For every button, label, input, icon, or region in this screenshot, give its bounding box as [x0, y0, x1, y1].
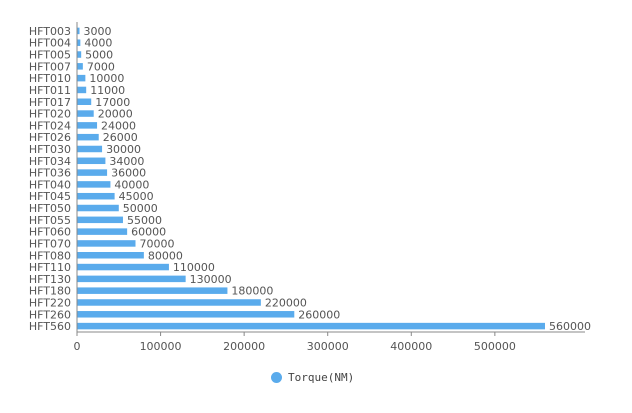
value-label-hft050: 50000 [123, 202, 158, 215]
legend-series-label: Torque(NM) [288, 371, 355, 384]
category-label-hft560: HFT560 [29, 320, 71, 333]
x-tick-label: 0 [74, 340, 81, 353]
category-label-hft040: HFT040 [29, 178, 71, 191]
value-label-hft034: 34000 [109, 155, 144, 168]
category-label-hft220: HFT220 [29, 296, 71, 309]
bar-hft034[interactable] [77, 157, 106, 165]
x-tick-label: 400000 [390, 340, 432, 353]
category-label-hft011: HFT011 [29, 84, 71, 97]
category-label-hft050: HFT050 [29, 202, 71, 215]
category-label-hft024: HFT024 [29, 119, 71, 132]
value-label-hft045: 45000 [119, 190, 154, 203]
value-label-hft011: 11000 [90, 84, 125, 97]
category-label-hft045: HFT045 [29, 190, 71, 203]
bar-hft130[interactable] [77, 275, 186, 283]
bar-hft045[interactable] [77, 192, 115, 200]
category-label-hft003: HFT003 [29, 25, 71, 38]
bar-hft220[interactable] [77, 299, 261, 306]
value-label-hft017: 17000 [95, 96, 130, 109]
bar-hft011[interactable] [77, 86, 87, 94]
value-label-hft024: 24000 [101, 119, 136, 132]
category-label-hft005: HFT005 [29, 49, 71, 62]
x-tick-label: 100000 [140, 340, 182, 353]
bar-hft010[interactable] [77, 74, 86, 82]
value-labels: 3000400050007000100001100017000200002400… [84, 25, 591, 333]
value-label-hft180: 180000 [231, 285, 273, 298]
category-label-hft004: HFT004 [29, 37, 71, 50]
bar-hft050[interactable] [77, 204, 119, 212]
category-label-hft007: HFT007 [29, 60, 71, 73]
legend-series-swatch [271, 372, 282, 383]
category-label-hft260: HFT260 [29, 308, 71, 321]
bar-hft004[interactable] [77, 39, 81, 46]
bar-hft080[interactable] [77, 252, 144, 259]
category-labels: HFT003HFT004HFT005HFT007HFT010HFT011HFT0… [29, 25, 71, 333]
value-label-hft036: 36000 [111, 167, 146, 180]
bar-hft024[interactable] [77, 122, 98, 129]
x-tick-label: 200000 [223, 340, 265, 353]
category-label-hft070: HFT070 [29, 237, 71, 250]
category-label-hft036: HFT036 [29, 167, 71, 180]
value-label-hft007: 7000 [87, 60, 115, 73]
bar-hft070[interactable] [77, 240, 136, 247]
value-label-hft110: 110000 [173, 261, 215, 274]
category-label-hft110: HFT110 [29, 261, 71, 274]
value-label-hft055: 55000 [127, 214, 162, 227]
bar-hft055[interactable] [77, 216, 123, 224]
category-label-hft080: HFT080 [29, 249, 71, 262]
category-label-hft010: HFT010 [29, 72, 71, 85]
category-label-hft020: HFT020 [29, 108, 71, 121]
bar-hft026[interactable] [77, 133, 99, 141]
value-label-hft026: 26000 [103, 131, 138, 144]
bars-group [77, 27, 545, 330]
value-label-hft080: 80000 [148, 249, 183, 262]
bar-hft110[interactable] [77, 263, 169, 271]
value-label-hft130: 130000 [190, 273, 232, 286]
bar-hft017[interactable] [77, 98, 92, 106]
value-label-hft010: 10000 [89, 72, 124, 85]
value-label-hft040: 40000 [114, 178, 149, 191]
category-label-hft180: HFT180 [29, 285, 71, 298]
bar-hft005[interactable] [77, 51, 82, 58]
bar-hft020[interactable] [77, 110, 94, 117]
value-label-hft260: 260000 [298, 308, 340, 321]
value-label-hft005: 5000 [85, 49, 113, 62]
bar-hft560[interactable] [77, 322, 545, 330]
value-label-hft070: 70000 [140, 237, 175, 250]
value-label-hft030: 30000 [106, 143, 141, 156]
x-tick-label: 500000 [474, 340, 516, 353]
bar-hft036[interactable] [77, 169, 108, 176]
category-label-hft026: HFT026 [29, 131, 71, 144]
legend[interactable]: Torque(NM) [271, 371, 354, 384]
bar-hft060[interactable] [77, 228, 128, 235]
x-axis-ticks: 0 100000 200000 300000 400000 500000 [74, 332, 516, 353]
bar-hft030[interactable] [77, 145, 103, 153]
value-label-hft560: 560000 [549, 320, 591, 333]
category-label-hft030: HFT030 [29, 143, 71, 156]
bar-hft007[interactable] [77, 63, 83, 70]
value-label-hft003: 3000 [84, 25, 112, 38]
category-label-hft130: HFT130 [29, 273, 71, 286]
bar-hft040[interactable] [77, 181, 111, 188]
category-label-hft060: HFT060 [29, 226, 71, 239]
x-tick-label: 300000 [307, 340, 349, 353]
category-label-hft055: HFT055 [29, 214, 71, 227]
value-label-hft004: 4000 [84, 37, 112, 50]
bar-hft003[interactable] [77, 27, 80, 35]
value-label-hft220: 220000 [265, 296, 307, 309]
category-label-hft017: HFT017 [29, 96, 71, 109]
value-label-hft060: 60000 [131, 226, 166, 239]
bar-hft260[interactable] [77, 311, 295, 318]
value-label-hft020: 20000 [98, 108, 133, 121]
category-label-hft034: HFT034 [29, 155, 71, 168]
bar-hft180[interactable] [77, 287, 228, 294]
